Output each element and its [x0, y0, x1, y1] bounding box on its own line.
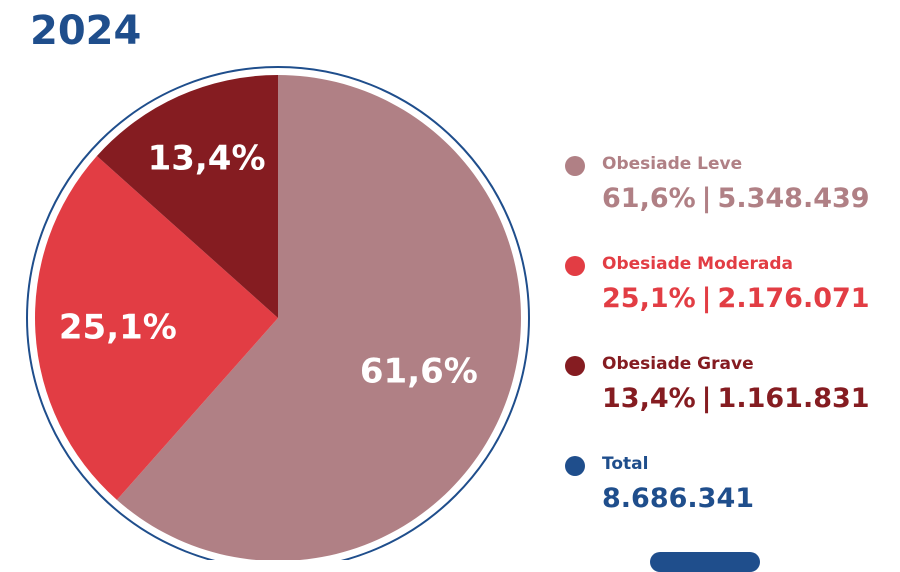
- legend-dot-leve: [565, 156, 585, 176]
- legend-name-leve: Obesiade Leve: [602, 154, 743, 174]
- legend-count-moderada: 2.176.071: [717, 283, 870, 314]
- pie-slice-label-moderada: 25,1%: [59, 307, 177, 347]
- pie-outline-ring: [26, 66, 530, 560]
- legend-name-total: Total: [602, 454, 649, 474]
- pie-slice-label-grave: 13,4%: [148, 138, 266, 178]
- legend-dot-total: [565, 456, 585, 476]
- legend-percent-moderada: 25,1%: [602, 283, 696, 314]
- pie-slice-labels: 61,6% 25,1% 13,4%: [59, 138, 478, 391]
- legend-item-grave: Obesiade Grave 13,4% | 1.161.831: [560, 348, 890, 448]
- footer-logo-badge: [650, 552, 760, 572]
- legend-value-leve: 61,6% | 5.348.439: [602, 183, 870, 214]
- legend-item-leve: Obesiade Leve 61,6% | 5.348.439: [560, 148, 890, 248]
- legend-percent-leve: 61,6%: [602, 183, 696, 214]
- legend-item-total: Total 8.686.341: [560, 448, 890, 548]
- pie-slice-leve: [116, 75, 521, 560]
- pie-slice-label-leve: 61,6%: [360, 351, 478, 391]
- pie-slices: [34, 75, 521, 560]
- pie-slice-grave: [96, 75, 278, 318]
- legend-value-grave: 13,4% | 1.161.831: [602, 383, 870, 414]
- legend-dot-grave: [565, 356, 585, 376]
- legend-value-total: 8.686.341: [602, 483, 755, 514]
- legend-percent-grave: 13,4%: [602, 383, 696, 414]
- chart-year-title: 2024: [30, 8, 142, 54]
- legend-item-moderada: Obesiade Moderada 25,1% | 2.176.071: [560, 248, 890, 348]
- legend-value-moderada: 25,1% | 2.176.071: [602, 283, 870, 314]
- legend-name-grave: Obesiade Grave: [602, 354, 754, 374]
- pie-chart: 61,6% 25,1% 13,4%: [26, 66, 530, 560]
- legend-count-leve: 5.348.439: [717, 183, 870, 214]
- legend-name-moderada: Obesiade Moderada: [602, 254, 793, 274]
- pie-slice-moderada: [34, 156, 278, 500]
- legend-count-grave: 1.161.831: [717, 383, 870, 414]
- legend-dot-moderada: [565, 256, 585, 276]
- legend: Obesiade Leve 61,6% | 5.348.439 Obesiade M…: [560, 148, 890, 548]
